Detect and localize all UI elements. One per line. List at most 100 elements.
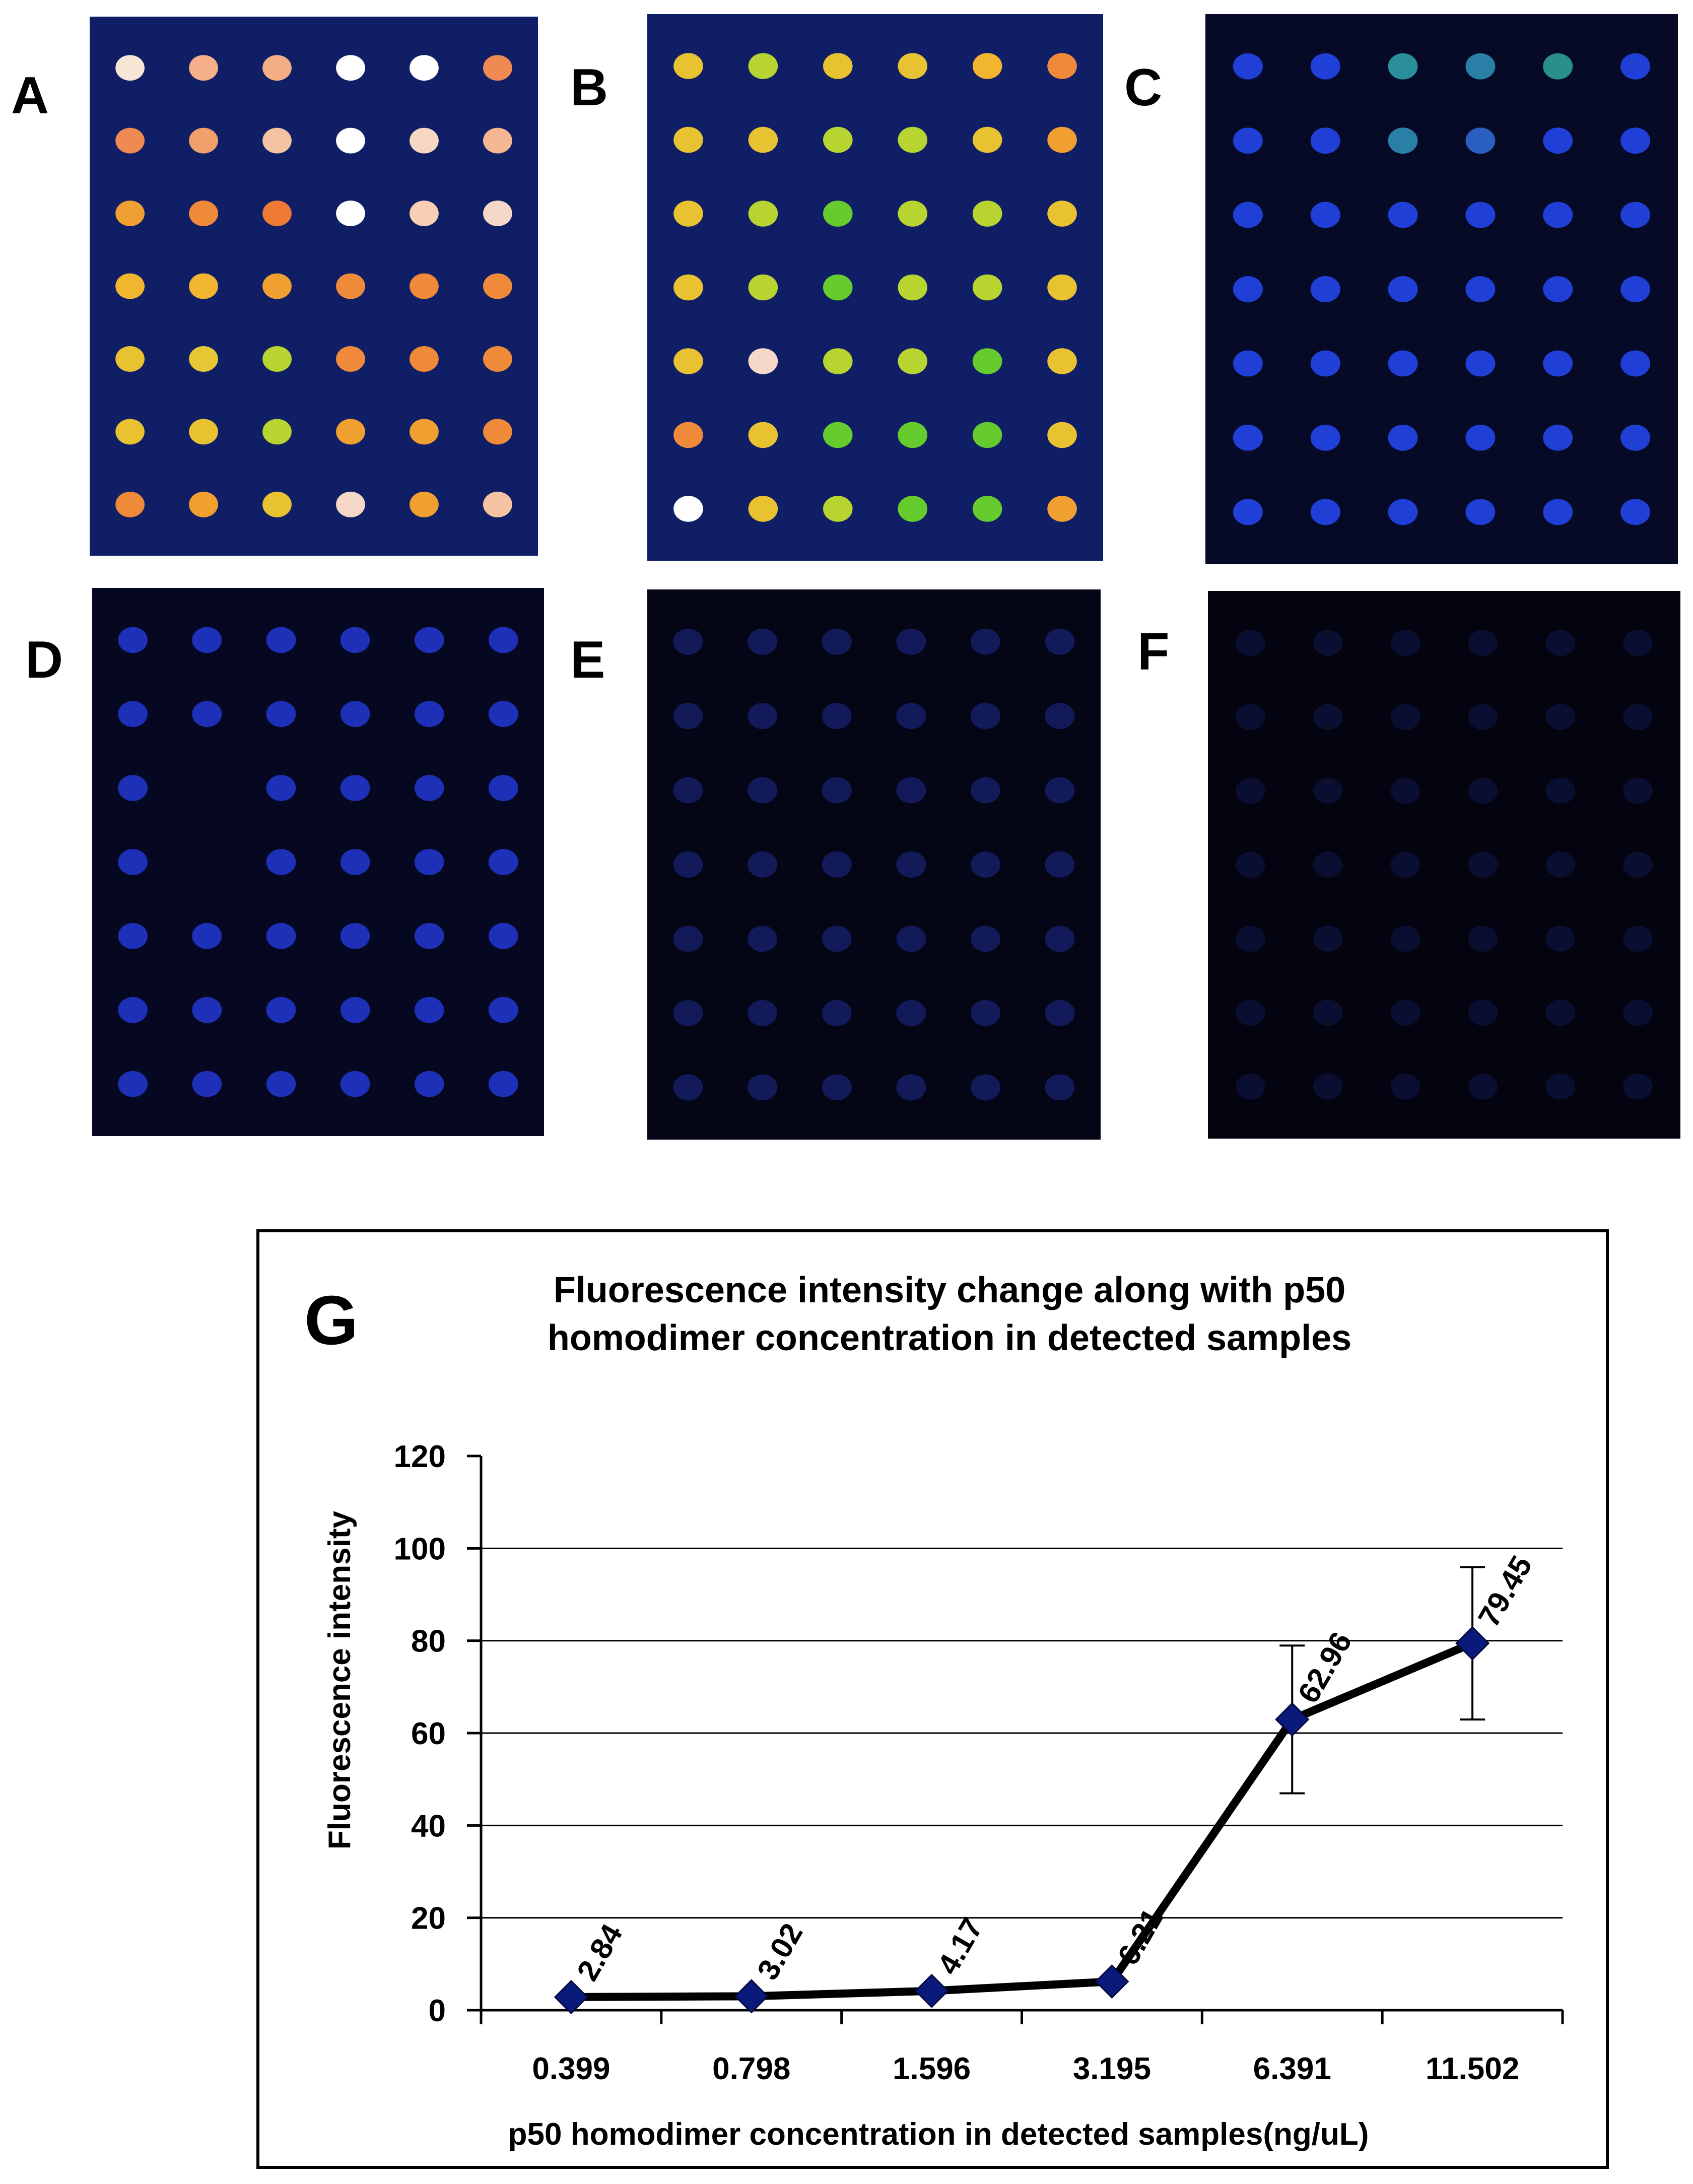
array-spot bbox=[748, 1074, 778, 1101]
array-spot bbox=[1236, 630, 1265, 656]
array-spot bbox=[1236, 704, 1265, 730]
array-spot bbox=[972, 422, 1002, 448]
array-spot bbox=[1310, 350, 1340, 377]
array-spot bbox=[1390, 777, 1420, 804]
array-spot bbox=[1545, 630, 1576, 656]
array-spot bbox=[673, 703, 703, 730]
array-spot bbox=[1465, 424, 1496, 451]
array-spot bbox=[972, 126, 1002, 153]
array-spot bbox=[1313, 1000, 1343, 1026]
array-spot bbox=[1465, 276, 1496, 302]
array-spot bbox=[673, 348, 703, 374]
array-spot bbox=[1468, 1073, 1498, 1100]
array-spot bbox=[896, 703, 926, 730]
array-spot bbox=[488, 923, 518, 949]
array-spot bbox=[898, 53, 928, 79]
array-spot bbox=[673, 53, 703, 79]
array-spot bbox=[1313, 630, 1343, 656]
array-spot bbox=[262, 273, 292, 299]
array-spot bbox=[118, 923, 148, 949]
array-spot bbox=[1045, 777, 1075, 804]
array-spot bbox=[414, 997, 444, 1023]
array-spot bbox=[115, 127, 145, 154]
array-spot bbox=[1233, 499, 1263, 525]
array-spot bbox=[1465, 53, 1496, 80]
array-spot bbox=[1233, 53, 1263, 80]
array-spot bbox=[262, 419, 292, 445]
array-spot bbox=[115, 55, 145, 81]
y-tick-label: 20 bbox=[411, 1901, 446, 1936]
array-spot bbox=[340, 997, 370, 1023]
array-spot bbox=[748, 1000, 778, 1026]
panel-label-b: B bbox=[570, 58, 608, 117]
panel-label-f: F bbox=[1137, 623, 1170, 681]
y-tick-label: 80 bbox=[411, 1624, 446, 1659]
array-spot bbox=[488, 775, 518, 801]
array-spot bbox=[1047, 274, 1077, 301]
array-spot bbox=[673, 777, 703, 804]
array-spot bbox=[970, 851, 1000, 878]
array-spot bbox=[1465, 350, 1496, 377]
array-spot bbox=[340, 849, 370, 875]
array-spot bbox=[1310, 499, 1340, 525]
array-spot bbox=[340, 1071, 370, 1097]
array-spot bbox=[823, 201, 853, 227]
data-point-marker bbox=[734, 1979, 769, 2014]
array-spot bbox=[1543, 202, 1573, 228]
array-spot bbox=[748, 777, 778, 804]
array-spot bbox=[898, 274, 928, 301]
array-spot bbox=[483, 346, 512, 372]
array-spot bbox=[748, 703, 778, 730]
panel-background bbox=[647, 589, 1101, 1140]
array-spot bbox=[340, 923, 370, 949]
array-spot bbox=[1045, 1000, 1075, 1026]
array-spot bbox=[1045, 851, 1075, 878]
data-point-marker bbox=[1095, 1964, 1129, 1999]
array-spot bbox=[262, 55, 292, 81]
array-spot bbox=[1313, 925, 1343, 952]
array-spot bbox=[898, 348, 928, 374]
array-spot bbox=[1233, 350, 1263, 377]
data-label: 3.02 bbox=[751, 1917, 809, 1986]
array-spot bbox=[266, 923, 296, 949]
array-spot bbox=[896, 1000, 926, 1026]
microarray-image bbox=[1205, 14, 1678, 564]
array-spot bbox=[115, 273, 145, 299]
array-spot bbox=[898, 422, 928, 448]
array-spot bbox=[972, 348, 1002, 374]
array-spot bbox=[1233, 127, 1263, 154]
array-spot bbox=[898, 126, 928, 153]
array-spot bbox=[898, 201, 928, 227]
array-spot bbox=[1468, 630, 1498, 656]
array-spot bbox=[823, 126, 853, 153]
array-spot bbox=[1543, 276, 1573, 302]
array-spot bbox=[414, 701, 444, 727]
array-spot bbox=[1623, 925, 1653, 952]
array-spot bbox=[189, 346, 218, 372]
array-spot bbox=[972, 496, 1002, 522]
array-spot bbox=[748, 348, 778, 374]
array-spot bbox=[1620, 53, 1651, 80]
array-spot bbox=[1233, 424, 1263, 451]
y-tick-label: 120 bbox=[394, 1439, 446, 1474]
panel-background bbox=[647, 14, 1103, 561]
array-spot bbox=[1465, 202, 1496, 228]
array-spot bbox=[189, 491, 218, 517]
array-spot bbox=[1047, 126, 1077, 153]
array-spot bbox=[1236, 1073, 1265, 1100]
array-spot bbox=[822, 628, 852, 655]
array-spot bbox=[115, 491, 145, 517]
panel-label-g: G bbox=[304, 1282, 359, 1359]
array-spot bbox=[972, 201, 1002, 227]
x-tick-label: 0.399 bbox=[532, 2051, 610, 2086]
array-spot bbox=[1313, 704, 1343, 730]
array-spot bbox=[1390, 925, 1420, 952]
array-spot bbox=[1468, 704, 1498, 730]
array-spot bbox=[1390, 1073, 1420, 1100]
array-spot bbox=[1620, 202, 1651, 228]
array-spot bbox=[410, 419, 439, 445]
array-spot bbox=[118, 627, 148, 653]
array-spot bbox=[970, 1000, 1000, 1026]
array-spot bbox=[1468, 1000, 1498, 1026]
array-spot bbox=[1545, 777, 1576, 804]
